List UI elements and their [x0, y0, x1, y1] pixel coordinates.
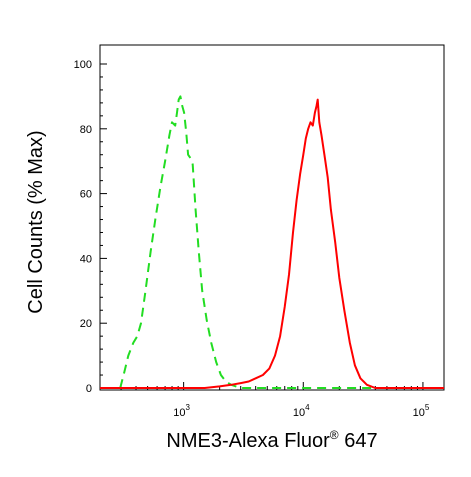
x-axis-title-super: ®: [330, 428, 339, 442]
y-tick-label: 80: [80, 124, 92, 136]
x-axis-title: NME3-Alexa Fluor® 647: [166, 428, 377, 452]
x-tick-label: 103: [173, 403, 190, 419]
series-line-1: [119, 95, 423, 389]
series-line-2: [100, 98, 444, 389]
x-axis-ticks: 103 104 105: [99, 382, 430, 419]
plot-area: [99, 44, 445, 391]
series-layer: [100, 95, 444, 389]
y-tick-label: 40: [80, 253, 92, 265]
y-tick-label: 0: [86, 383, 92, 395]
x-axis-title-tail: 647: [339, 430, 378, 452]
x-tick-label: 104: [293, 403, 310, 419]
plot-frame: [99, 44, 445, 391]
y-axis-ticks: 0 20 40 60 80 100: [74, 59, 107, 395]
y-axis-title: Cell Counts (% Max): [25, 130, 47, 313]
x-tick-label: 105: [413, 403, 430, 419]
y-tick-label: 100: [74, 59, 92, 71]
y-tick-label: 60: [80, 189, 92, 201]
x-axis-title-main: NME3-Alexa Fluor: [166, 430, 330, 452]
y-tick-label: 20: [80, 318, 92, 330]
